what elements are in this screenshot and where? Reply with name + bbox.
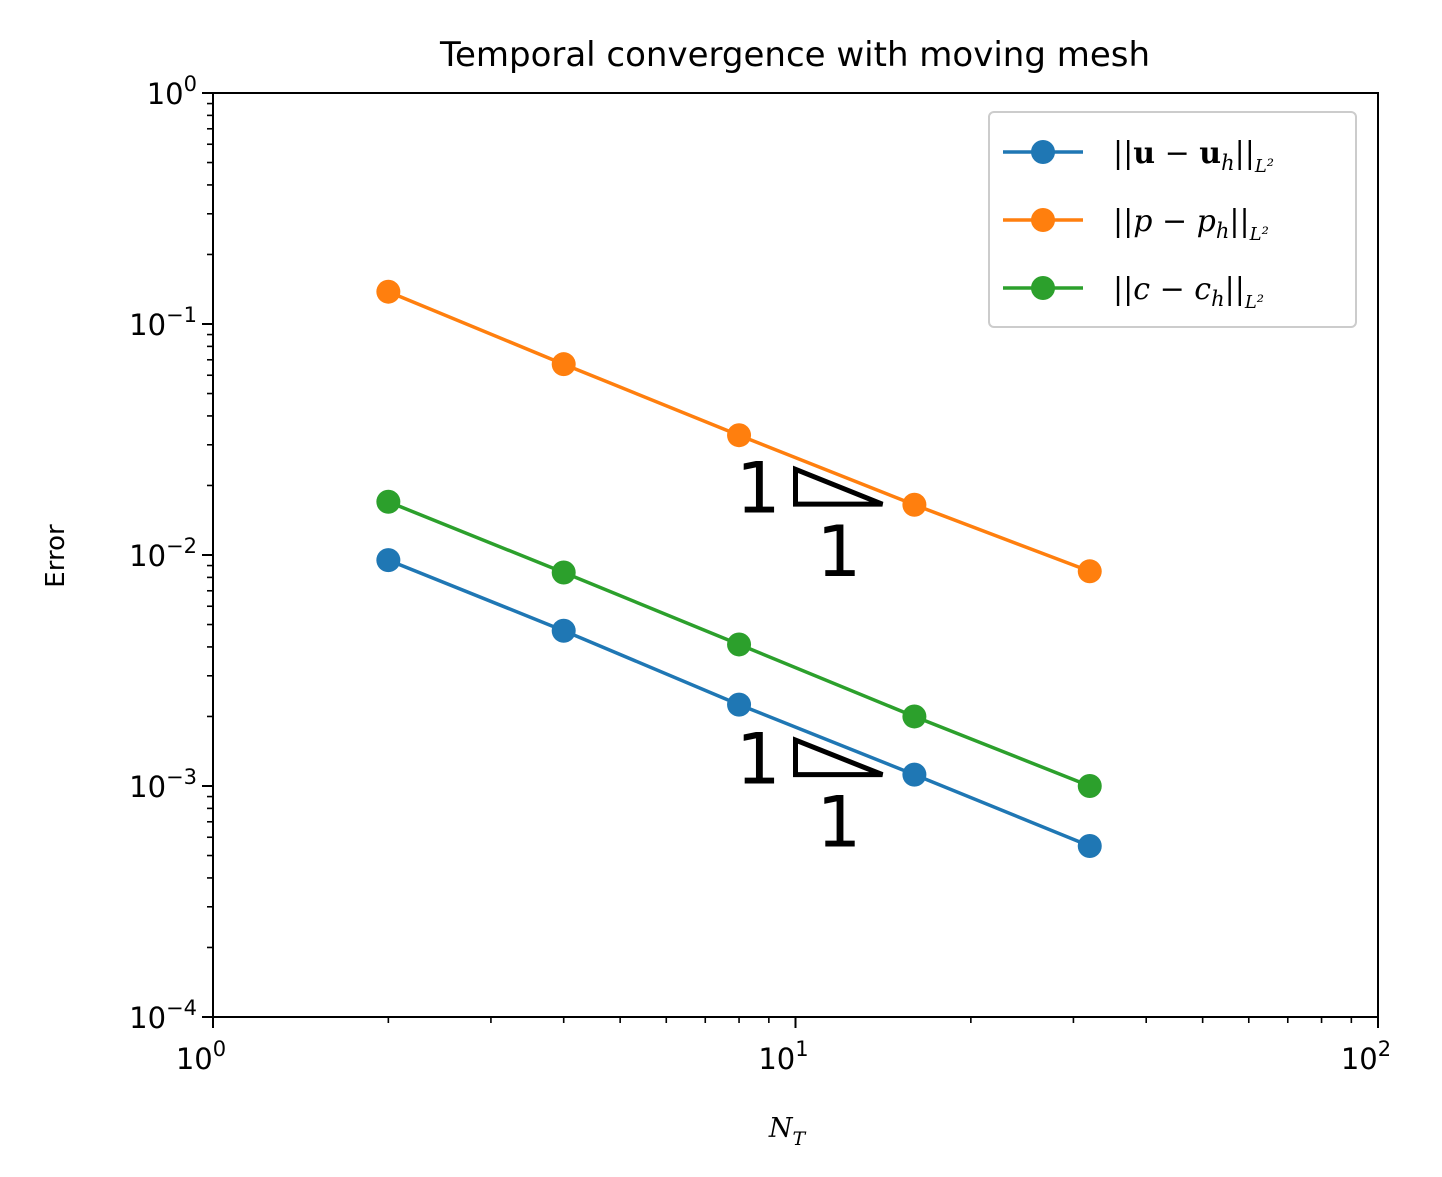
- series-2-point-3: [902, 704, 927, 729]
- series-2-point-4: [1077, 774, 1102, 798]
- y-tick-label-1: 10−3: [129, 765, 197, 804]
- series-2-point-0: [376, 489, 401, 514]
- series-1-point-1: [551, 352, 576, 377]
- slope-triangle-1: [793, 736, 884, 778]
- legend-label-0: ||u − uh||L²: [1113, 136, 1274, 177]
- series-2-point-1: [551, 560, 576, 585]
- y-tick-label-4: 100: [147, 72, 197, 111]
- series-0-point-3: [902, 762, 927, 787]
- series-2-point-2: [727, 632, 752, 657]
- legend-label-2: ||c − ch||L²: [1113, 272, 1264, 313]
- legend-marker-1: [1031, 208, 1055, 232]
- chart-title: Temporal convergence with moving mesh: [439, 35, 1150, 75]
- slope-triangle-0: [793, 465, 884, 507]
- series-1-point-0: [376, 279, 401, 304]
- legend: ||u − uh||L² ||p − ph||L² ||c − ch||L²: [988, 111, 1357, 328]
- slope-run-label-1: 1: [817, 782, 862, 864]
- x-tick-label-0: 100: [176, 1037, 226, 1076]
- axes: 100 101 102 10−4 10−3 10−2 10−1 100: [129, 72, 1391, 1076]
- x-tick-label-2: 102: [1341, 1037, 1391, 1076]
- slope-rise-label-0: 1: [736, 448, 781, 530]
- y-tick-label-3: 10−1: [129, 303, 197, 342]
- legend-marker-2: [1031, 276, 1055, 300]
- x-axis-label-subscript: T: [792, 1128, 806, 1150]
- series-1-point-2: [727, 423, 752, 448]
- y-tick-label-0: 10−4: [129, 996, 197, 1035]
- y-axis-label: Error: [41, 524, 71, 588]
- slope-rise-label-1: 1: [736, 718, 781, 800]
- series-0-point-2: [727, 692, 752, 717]
- y-tick-label-2: 10−2: [129, 534, 197, 573]
- slope-run-label-0: 1: [817, 511, 862, 593]
- series-0-point-0: [376, 548, 401, 573]
- x-axis-label: NT: [768, 1113, 807, 1150]
- legend-label-1: ||p − ph||L²: [1113, 204, 1269, 245]
- legend-marker-0: [1031, 140, 1055, 164]
- x-tick-label-1: 101: [758, 1037, 808, 1076]
- series-0-point-4: [1077, 833, 1102, 858]
- series-1-point-3: [902, 492, 927, 517]
- legend-box: [988, 111, 1357, 328]
- series-0-point-1: [551, 618, 576, 643]
- series-1-point-4: [1077, 559, 1102, 584]
